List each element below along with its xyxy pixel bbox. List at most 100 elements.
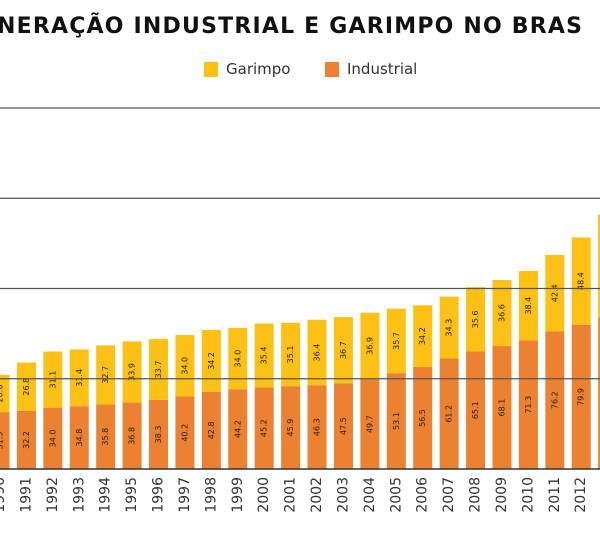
legend-label-industrial: Industrial [347,60,418,78]
x-tick-label-2006: 2006 [415,477,431,513]
data-label-garimpo-2008: 35.6 [471,310,480,328]
bar-garimpo-1995 [122,341,142,403]
data-label-industrial-2003: 47.5 [339,417,348,435]
bar-industrial-1999 [228,389,248,469]
bar-industrial-2003 [333,383,353,469]
data-label-industrial-1991: 32.2 [22,431,31,449]
x-tick-label-2004: 2004 [362,477,378,513]
bar-garimpo-2007 [439,296,459,359]
bar-garimpo-2008 [466,287,486,352]
bar-garimpo-1991 [16,362,36,411]
data-label-industrial-2012: 79.9 [577,388,586,406]
data-label-industrial-1999: 44.2 [233,420,242,438]
data-label-garimpo-1999: 34.0 [233,350,242,368]
data-label-garimpo-1993: 31.4 [75,369,84,387]
bar-industrial-2000 [254,387,274,469]
x-tick-label-1992: 1992 [45,477,61,513]
x-tick-label-1996: 1996 [151,477,167,513]
data-label-garimpo-2011: 42.4 [550,284,559,302]
x-tick-label-2003: 2003 [335,477,351,513]
x-tick-label-2008: 2008 [468,477,484,513]
bar-garimpo-1993 [69,349,89,407]
x-tick-label-2007: 2007 [441,477,457,513]
bar-garimpo-1997 [175,335,195,397]
legend-label-garimpo: Garimpo [226,60,291,78]
data-label-industrial-1994: 35.8 [101,428,110,446]
bar-industrial-2013 [598,317,600,469]
bar-industrial-1993 [69,406,89,469]
data-label-garimpo-2000: 35.4 [260,347,269,365]
data-label-industrial-2008: 65.1 [471,401,480,419]
bar-industrial-1992 [43,407,63,469]
data-label-garimpo-1994: 32.7 [101,366,110,384]
x-tick-label-2010: 2010 [520,477,536,513]
bar-garimpo-1992 [43,351,63,408]
bar-garimpo-2012 [571,237,591,325]
legend-item-garimpo: Garimpo [204,60,290,78]
x-tick-label-1993: 1993 [71,477,87,513]
bar-garimpo-2005 [386,308,406,374]
bar-garimpo-2002 [307,319,327,386]
bar-garimpo-2013 [598,214,600,318]
x-tick-label-1991: 1991 [18,477,34,513]
bar-industrial-2012 [571,324,591,469]
data-label-garimpo-2003: 36.7 [339,341,348,359]
bar-industrial-2010 [518,340,538,469]
x-tick-label-2002: 2002 [309,477,325,513]
legend-swatch-industrial [325,61,339,77]
bar-industrial-2007 [439,358,459,469]
data-label-garimpo-1998: 34.2 [207,352,216,370]
bar-garimpo-1994 [96,345,116,405]
bar-garimpo-1998 [201,330,221,392]
x-tick-label-2001: 2001 [283,477,299,513]
bar-industrial-2001 [281,386,301,469]
bar-industrial-1990 [0,412,10,469]
data-label-industrial-2000: 45.2 [260,419,269,437]
data-label-industrial-2006: 56.5 [418,409,427,427]
bar-garimpo-2001 [281,322,301,387]
x-tick-label-1999: 1999 [230,477,246,513]
data-label-garimpo-1995: 33.9 [128,363,137,381]
data-label-garimpo-2001: 35.1 [286,346,295,364]
data-label-industrial-1998: 42.8 [207,421,216,439]
bar-garimpo-2003 [333,317,353,384]
bar-garimpo-2009 [492,280,512,347]
data-label-garimpo-1991: 26.8 [22,378,31,396]
bar-industrial-1996 [149,399,169,469]
chart-title: NERAÇÃO INDUSTRIAL E GARIMPO NO BRAS [0,14,584,39]
data-label-industrial-2005: 53.1 [392,412,401,430]
x-tick-label-2009: 2009 [494,477,510,513]
data-label-garimpo-1996: 33.7 [154,361,163,379]
x-tick-label-2000: 2000 [256,477,272,513]
bar-industrial-2008 [466,351,486,469]
bar-industrial-2002 [307,385,327,469]
bar-industrial-2009 [492,346,512,469]
data-label-garimpo-1992: 31.1 [48,371,57,389]
data-label-industrial-2004: 49.7 [365,415,374,433]
data-label-industrial-2009: 68.1 [497,399,506,417]
data-label-garimpo-2009: 36.6 [497,304,506,322]
data-label-garimpo-2007: 34.3 [445,319,454,337]
bar-garimpo-2004 [360,312,380,380]
x-tick-label-1997: 1997 [177,477,193,513]
bar-industrial-2006 [413,367,433,469]
data-label-garimpo-2010: 38.4 [524,297,533,315]
data-label-industrial-2001: 45.9 [286,419,295,437]
bar-industrial-2004 [360,379,380,469]
data-label-industrial-2011: 76.2 [550,391,559,409]
x-tick-label-1995: 1995 [124,477,140,513]
bar-garimpo-1990 [0,374,10,413]
bar-industrial-1995 [122,402,142,469]
bar-garimpo-1996 [149,339,169,400]
data-label-industrial-1996: 38.3 [154,426,163,444]
data-label-garimpo-2012: 48.4 [577,272,586,290]
x-tick-label-2011: 2011 [547,477,563,513]
x-tick-label-1994: 1994 [98,477,114,513]
data-label-industrial-2002: 46.3 [313,418,322,436]
data-label-industrial-2007: 61.2 [445,405,454,423]
data-label-garimpo-2006: 34.2 [418,327,427,345]
data-label-industrial-1992: 34.0 [48,429,57,447]
bar-industrial-1997 [175,396,195,469]
bar-industrial-1998 [201,391,221,469]
